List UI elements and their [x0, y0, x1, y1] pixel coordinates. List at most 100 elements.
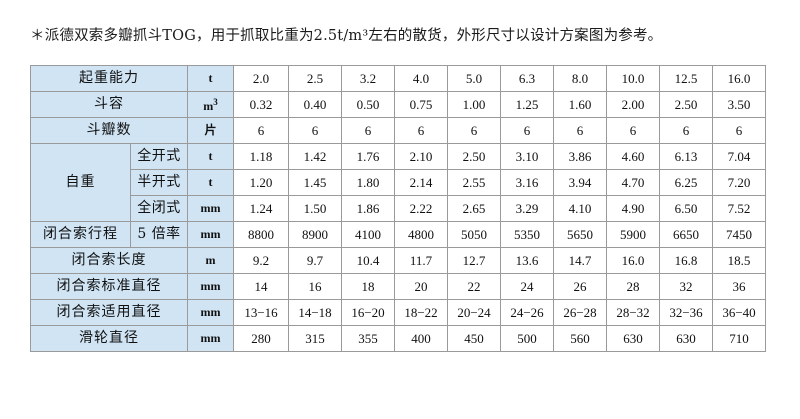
cell-r10-c7: 630 [606, 325, 660, 352]
cell-r10-c0: 280 [233, 325, 289, 352]
cell-r5-c5: 3.29 [500, 195, 554, 222]
table-body: 起重能力 t 2.0 2.5 3.2 4.0 5.0 6.3 8.0 10.0 12.5 16.0 斗容… [30, 65, 766, 352]
cell-r5-c0: 1.24 [233, 195, 289, 222]
table-row: 闭合索标准直径 mm 14 16 18 20 22 24 26 28 32 36 [30, 273, 766, 300]
cell-r8-c8: 32 [659, 273, 713, 300]
cell-r7-c1: 9.7 [288, 247, 342, 274]
cell-r5-c4: 2.65 [447, 195, 501, 222]
cell-r9-c4: 20−24 [447, 299, 501, 326]
cell-r7-c5: 13.6 [500, 247, 554, 274]
table-row: 闭合索行程 5 倍率 mm 8800 8900 4100 4800 5050 5350 5650 5… [30, 221, 766, 248]
table-row: 全闭式 mm 1.24 1.50 1.86 2.22 2.65 3.29 4.10 4.90 6.5… [31, 195, 766, 222]
table-row: 闭合索长度 m 9.2 9.7 10.4 11.7 12.7 13.6 14.7 16.0 16.8… [30, 247, 766, 274]
cell-r0-c2: 3.2 [341, 65, 395, 92]
row-unit: mm [187, 299, 234, 326]
cell-r9-c6: 26−28 [553, 299, 607, 326]
cell-r0-c6: 8.0 [553, 65, 607, 92]
cell-r0-c0: 2.0 [233, 65, 289, 92]
cell-r1-c0: 0.32 [233, 91, 289, 118]
cell-r8-c9: 36 [712, 273, 766, 300]
specification-table: 起重能力 t 2.0 2.5 3.2 4.0 5.0 6.3 8.0 10.0 12.5 16.0 斗容… [30, 65, 766, 352]
cell-r5-c1: 1.50 [288, 195, 342, 222]
cell-r7-c9: 18.5 [712, 247, 766, 274]
cell-r0-c3: 4.0 [394, 65, 448, 92]
cell-r0-c5: 6.3 [500, 65, 554, 92]
row-label: 斗瓣数 [30, 117, 188, 144]
cell-r8-c7: 28 [606, 273, 660, 300]
row-label: 闭合索标准直径 [30, 273, 188, 300]
cell-r4-c5: 3.16 [500, 169, 554, 196]
cell-r10-c9: 710 [712, 325, 766, 352]
cell-r4-c3: 2.14 [394, 169, 448, 196]
cell-r2-c9: 6 [712, 117, 766, 144]
cell-r9-c9: 36−40 [712, 299, 766, 326]
cell-r2-c6: 6 [553, 117, 607, 144]
row-unit: t [187, 65, 234, 92]
cell-r7-c6: 14.7 [553, 247, 607, 274]
cell-r8-c4: 22 [447, 273, 501, 300]
cell-r2-c0: 6 [233, 117, 289, 144]
cell-r1-c1: 0.40 [288, 91, 342, 118]
cell-r9-c8: 32−36 [659, 299, 713, 326]
cell-r5-c3: 2.22 [394, 195, 448, 222]
cell-r1-c4: 1.00 [447, 91, 501, 118]
table-row: 滑轮直径 mm 280 315 355 400 450 500 560 630 630 710 [30, 325, 766, 352]
cell-r4-c8: 6.25 [659, 169, 713, 196]
cell-r3-c5: 3.10 [500, 143, 554, 170]
cell-r3-c8: 6.13 [659, 143, 713, 170]
row-unit: t [187, 143, 234, 170]
cell-r6-c5: 5350 [500, 221, 554, 248]
cell-r4-c4: 2.55 [447, 169, 501, 196]
cell-r5-c8: 6.50 [659, 195, 713, 222]
cell-r7-c4: 12.7 [447, 247, 501, 274]
cell-r9-c2: 16−20 [341, 299, 395, 326]
cell-r0-c8: 12.5 [659, 65, 713, 92]
cell-r7-c0: 9.2 [233, 247, 289, 274]
table-row: 半开式 t 1.20 1.45 1.80 2.14 2.55 3.16 3.94 4.70 6.25… [31, 169, 766, 196]
row-sub-label: 全闭式 [130, 195, 188, 222]
row-unit: mm [187, 273, 234, 300]
cell-r9-c1: 14−18 [288, 299, 342, 326]
row-sub-label: 半开式 [130, 169, 188, 196]
row-unit: mm [187, 325, 234, 352]
cell-r3-c7: 4.60 [606, 143, 660, 170]
cell-r1-c5: 1.25 [500, 91, 554, 118]
cell-r10-c5: 500 [500, 325, 554, 352]
cell-r1-c2: 0.50 [341, 91, 395, 118]
row-unit: m3 [187, 91, 234, 118]
cell-r5-c7: 4.90 [606, 195, 660, 222]
cell-r6-c8: 6650 [659, 221, 713, 248]
table-row: 自重 全开式 t 1.18 1.42 1.76 2.10 2.50 3.10 3.86 4.60 6.… [30, 143, 766, 222]
table-row: 斗瓣数片 6 6 6 6 6 6 6 6 6 6 [30, 117, 766, 144]
cell-r5-c6: 4.10 [553, 195, 607, 222]
row-unit: mm [187, 221, 234, 248]
table-row: 起重能力 t 2.0 2.5 3.2 4.0 5.0 6.3 8.0 10.0 12.5 16.0 [30, 65, 766, 92]
cell-r10-c1: 315 [288, 325, 342, 352]
note-text: ＊派德双索多瓣抓斗TOG，用于抓取比重为2.5t/m³左右的散货，外形尺寸以设计… [30, 28, 663, 44]
row-label: 起重能力 [30, 65, 188, 92]
cell-r2-c4: 6 [447, 117, 501, 144]
cell-r4-c7: 4.70 [606, 169, 660, 196]
cell-r7-c8: 16.8 [659, 247, 713, 274]
cell-r2-c5: 6 [500, 117, 554, 144]
row-label: 闭合索适用直径 [30, 299, 188, 326]
cell-r8-c5: 24 [500, 273, 554, 300]
row-unit: m [187, 247, 234, 274]
cell-r0-c9: 16.0 [712, 65, 766, 92]
cell-r3-c0: 1.18 [233, 143, 289, 170]
cell-r7-c3: 11.7 [394, 247, 448, 274]
cell-r8-c2: 18 [341, 273, 395, 300]
cell-r6-c6: 5650 [553, 221, 607, 248]
cell-r3-c9: 7.04 [712, 143, 766, 170]
row-sub-label: 全开式 [130, 143, 188, 170]
cell-r9-c5: 24−26 [500, 299, 554, 326]
cell-r6-c3: 4800 [394, 221, 448, 248]
cell-r6-c0: 8800 [233, 221, 289, 248]
cell-r8-c3: 20 [394, 273, 448, 300]
cell-r2-c7: 6 [606, 117, 660, 144]
specification-table-wrapper: 起重能力 t 2.0 2.5 3.2 4.0 5.0 6.3 8.0 10.0 12.5 16.0 斗容… [30, 65, 766, 352]
row-label: 闭合索长度 [30, 247, 188, 274]
cell-r8-c0: 14 [233, 273, 289, 300]
cell-r5-c9: 7.52 [712, 195, 766, 222]
